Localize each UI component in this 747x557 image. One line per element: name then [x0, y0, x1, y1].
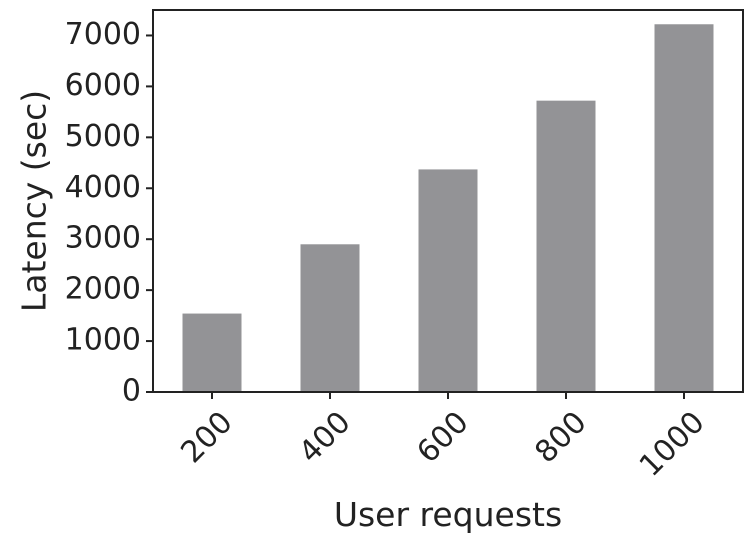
y-tick-label-5000: 5000 [65, 119, 141, 154]
y-tick-label-4000: 4000 [65, 170, 141, 205]
bars-group [182, 24, 714, 392]
y-tick-label-2000: 2000 [65, 272, 141, 307]
x-tick-label-800: 800 [528, 405, 593, 470]
bar-1000 [654, 24, 714, 392]
y-axis-label: Latency (sec) [15, 90, 54, 312]
bar-200 [182, 313, 242, 392]
x-axis-label: User requests [334, 495, 562, 534]
plot-frame [152, 9, 744, 393]
y-tick-label-6000: 6000 [65, 68, 141, 103]
bar-800 [536, 100, 596, 392]
x-tick-label-600: 600 [410, 405, 475, 470]
x-tick-label-400: 400 [292, 405, 357, 470]
bar-600 [418, 169, 478, 392]
bar-400 [300, 244, 360, 392]
y-tick-label-3000: 3000 [65, 221, 141, 256]
x-tick-label-200: 200 [174, 405, 239, 470]
y-axis-ticks: 0 1000 2000 3000 4000 5000 6000 7000 [65, 17, 153, 409]
x-axis-ticks: 200 400 600 800 1000 [174, 392, 712, 484]
x-tick-label-1000: 1000 [633, 405, 712, 484]
y-tick-label-1000: 1000 [65, 323, 141, 358]
y-tick-label-0: 0 [122, 374, 141, 409]
y-tick-label-7000: 7000 [65, 17, 141, 52]
